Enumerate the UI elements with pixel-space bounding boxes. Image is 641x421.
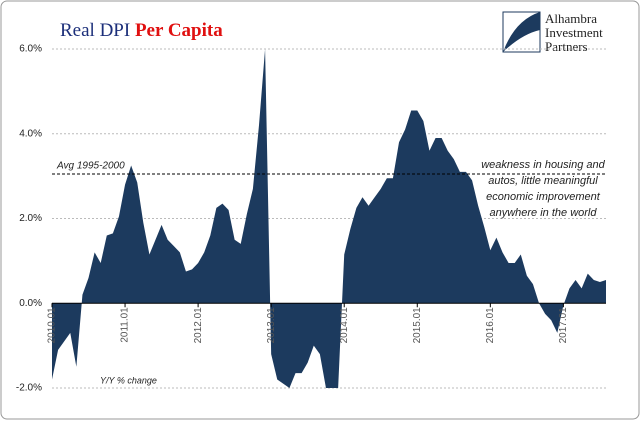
x-tick-label: 2015.01 (412, 307, 423, 344)
logo-swoosh (503, 12, 540, 52)
y-axis-note: Y/Y % change (100, 375, 157, 385)
reference-label: Avg 1995-2000 (56, 161, 125, 172)
x-tick-label: 2013.01 (266, 307, 277, 344)
y-tick-label: 4.0% (19, 128, 42, 139)
y-tick-label: 0.0% (19, 298, 42, 309)
logo: Alhambra Investment Partners (502, 11, 603, 54)
logo-text: Investment (545, 25, 603, 40)
annotation: autos, little meaningful (488, 175, 598, 187)
x-tick-label: 2014.01 (339, 307, 350, 344)
chart-title: Real DPI Per Capita (60, 20, 223, 41)
x-tick-label: 2011.01 (120, 307, 131, 343)
title-main: Real DPI (60, 20, 130, 41)
annotation: anywhere in the world (489, 207, 597, 219)
logo-text: Partners (545, 39, 588, 54)
x-tick-label: 2012.01 (193, 307, 204, 344)
logo-text: Alhambra (545, 11, 597, 26)
y-tick-label: 6.0% (19, 44, 42, 55)
y-tick-label: -2.0% (16, 383, 42, 394)
annotation: weakness in housing and (481, 159, 605, 171)
x-tick-label: 2010.01 (47, 307, 58, 344)
annotation: economic improvement (486, 191, 601, 203)
title-highlight: Per Capita (135, 20, 223, 41)
y-tick-label: 2.0% (19, 213, 42, 224)
x-tick-label: 2017.01 (558, 307, 569, 344)
x-tick-label: 2016.01 (485, 307, 496, 344)
